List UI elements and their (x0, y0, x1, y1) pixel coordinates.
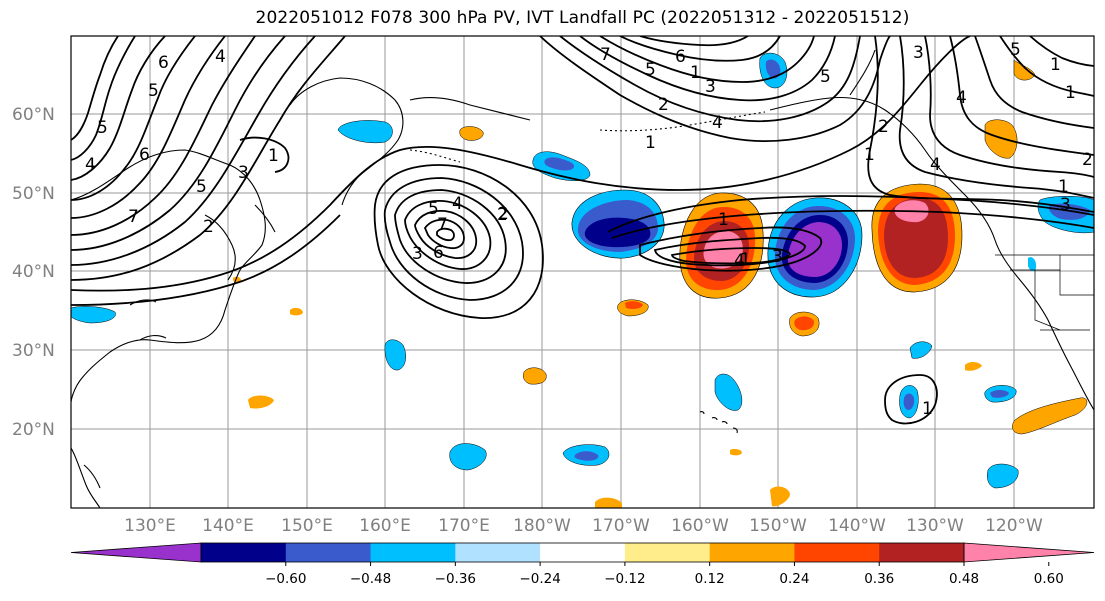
political-borders (995, 254, 1094, 331)
lon-label: 160°E (359, 516, 411, 536)
colorbar-segment (794, 543, 880, 562)
colorbar: −0.60 −0.48 −0.36 −0.24 −0.12 0.12 0.24 0.36 0.4… (70, 542, 1095, 587)
contour-label: 4 (712, 113, 723, 133)
colorbar-tick-label: −0.12 (604, 571, 645, 587)
colorbar-segment (624, 543, 711, 562)
contour-label: 2 (497, 205, 508, 225)
colorbar-extend-max (963, 542, 1095, 563)
contour-label: 6 (158, 53, 169, 73)
colorbar-outline (200, 542, 965, 563)
ivt-pc-filled-contours (71, 52, 1094, 508)
colorbar-segment (709, 543, 795, 562)
lon-label: 180°W (513, 516, 571, 536)
colorbar-tick-label: 0.60 (1034, 571, 1064, 587)
lon-label: 150°W (749, 516, 807, 536)
lon-label: 120°W (985, 516, 1043, 536)
contour-label: 4 (85, 155, 96, 175)
contour-label: 5 (148, 81, 159, 101)
lon-label: 130°E (124, 516, 176, 536)
contour-label: 4 (215, 47, 226, 67)
lat-label-60n: 60°N (12, 105, 55, 125)
contour-label: 5 (645, 60, 656, 80)
colorbar-tick-label: −0.24 (519, 571, 560, 587)
contour-label: 1 (740, 250, 751, 270)
contour-label: 7 (128, 207, 139, 227)
contour-label: 2 (658, 95, 669, 115)
contour-label: 2 (498, 204, 509, 224)
colorbar-segment (370, 543, 456, 562)
lat-label-30n: 30°N (12, 341, 55, 361)
contour-label: 1 (1050, 55, 1061, 75)
contour-label: 1 (864, 145, 875, 165)
contour-label: 2 (203, 217, 214, 237)
contour-label: 3 (705, 77, 716, 97)
lat-label-20n: 20°N (12, 420, 55, 440)
contour-label: 5 (820, 67, 831, 87)
colorbar-tick-label: −0.48 (350, 571, 391, 587)
lat-label-50n: 50°N (12, 184, 55, 204)
contour-label: 4 (734, 251, 745, 271)
contour-label: 5 (196, 177, 207, 197)
lon-label: 160°W (671, 516, 729, 536)
contour-label: 6 (675, 47, 686, 67)
contour-label: 7 (600, 45, 611, 65)
colorbar-tick-label: 0.12 (695, 571, 725, 587)
contour-label: 6 (139, 145, 150, 165)
contour-label: 6 (433, 243, 444, 263)
contour-label: 2 (1082, 150, 1093, 170)
map-frame (70, 35, 1095, 509)
colorbar-tick-label: 0.48 (949, 571, 979, 587)
lon-label: 170°E (438, 516, 490, 536)
contour-label: 5 (428, 199, 439, 219)
contour-label: 1 (645, 133, 656, 153)
lon-label: 140°E (202, 516, 254, 536)
contour-label: 1 (268, 146, 279, 166)
contour-label: 1 (690, 63, 701, 83)
colorbar-segment (455, 543, 541, 562)
colorbar-segment (540, 543, 626, 562)
contour-label: 3 (913, 43, 924, 63)
contour-label: 1 (1058, 177, 1069, 197)
colorbar-tick-label: 0.36 (864, 571, 894, 587)
contour-label: 2 (878, 117, 889, 137)
lon-label: 150°E (281, 516, 333, 536)
colorbar-tick-label: 0.24 (779, 571, 809, 587)
colorbar-tick-label: −0.36 (435, 571, 476, 587)
map-title: 2022051012 F078 300 hPa PV, IVT Landfall… (255, 8, 910, 28)
contour-label: 7 (437, 215, 448, 235)
coastlines (71, 49, 1094, 508)
contour-label: 3 (1060, 195, 1071, 215)
contour-label: 1 (1065, 83, 1076, 103)
contour-labels: 5 6 5 4 7 6 5 1 2 3 4 5 6 7 1 2 3 4 5 1 … (85, 40, 1093, 419)
contour-label: 3 (412, 244, 423, 264)
colorbar-segment (285, 543, 372, 562)
contour-label: 1 (922, 399, 933, 419)
colorbar-tick-label: −0.60 (265, 571, 306, 587)
contour-label: 3 (238, 163, 249, 183)
pv-contours (71, 36, 1094, 425)
contour-label: 1 (718, 210, 729, 230)
contour-label: 4 (452, 194, 463, 214)
latitude-labels: 60°N 50°N 40°N 30°N 20°N (12, 105, 55, 440)
colorbar-extend-min (70, 542, 202, 563)
contour-label: 4 (956, 88, 967, 108)
lon-label: 170°W (592, 516, 650, 536)
lon-label: 140°W (828, 516, 886, 536)
contour-label: 4 (930, 155, 941, 175)
colorbar-segment (879, 543, 965, 562)
contour-label: 3 (772, 247, 783, 267)
contour-label: 5 (97, 118, 108, 138)
lat-label-40n: 40°N (12, 262, 55, 282)
longitude-labels: 130°E 140°E 150°E 160°E 170°E 180°W 170°… (124, 516, 1043, 536)
contour-label: 5 (1010, 40, 1021, 60)
lon-label: 130°W (906, 516, 964, 536)
colorbar-segment (201, 543, 287, 562)
